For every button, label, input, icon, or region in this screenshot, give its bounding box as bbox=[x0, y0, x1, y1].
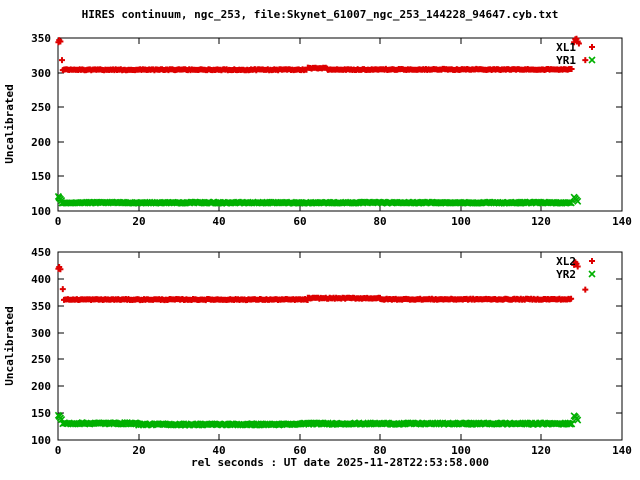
y-tick-label: 200 bbox=[31, 380, 51, 393]
y-tick-label: 400 bbox=[31, 273, 51, 286]
x-tick-label: 140 bbox=[612, 215, 632, 228]
x-tick-label: 120 bbox=[531, 215, 551, 228]
legend-label-xl1: XL1 bbox=[556, 41, 576, 54]
x-tick-label: 20 bbox=[132, 215, 145, 228]
plot-title: HIRES continuum, ngc_253, file:Skynet_61… bbox=[82, 8, 559, 21]
y-tick-label: 100 bbox=[31, 434, 51, 447]
y-tick-label: 250 bbox=[31, 353, 51, 366]
y-tick-label: 300 bbox=[31, 327, 51, 340]
legend-marker-cross-icon bbox=[588, 270, 596, 278]
y-tick-label: 200 bbox=[31, 136, 51, 149]
y-tick-label: 150 bbox=[31, 170, 51, 183]
y-tick-label: 350 bbox=[31, 32, 51, 45]
axis-ticks bbox=[57, 37, 623, 212]
x-tick-label: 0 bbox=[55, 444, 62, 457]
x-tick-label: 0 bbox=[55, 215, 62, 228]
x-tick-label: 100 bbox=[451, 444, 471, 457]
x-tick-label: 100 bbox=[451, 215, 471, 228]
bottom-y-axis-label: Uncalibrated bbox=[3, 306, 16, 385]
legend-marker-plus-icon bbox=[589, 44, 595, 50]
y-tick-label: 150 bbox=[31, 407, 51, 420]
series-yr1-points bbox=[54, 192, 582, 207]
y-tick-label: 450 bbox=[31, 246, 51, 259]
series-xl1-points bbox=[55, 35, 589, 74]
x-tick-label: 80 bbox=[373, 215, 386, 228]
series-yr2-points bbox=[54, 411, 582, 429]
series-xl2-points bbox=[55, 259, 589, 304]
x-tick-label: 20 bbox=[132, 444, 145, 457]
axis-ticks bbox=[57, 251, 623, 441]
y-tick-label: 350 bbox=[31, 300, 51, 313]
x-tick-label: 60 bbox=[293, 215, 306, 228]
plot-border bbox=[57, 251, 623, 441]
legend-label-xl2: XL2 bbox=[556, 255, 576, 268]
plot-border bbox=[57, 37, 623, 212]
legend-marker-plus-icon bbox=[589, 258, 595, 264]
top-y-axis-label: Uncalibrated bbox=[3, 84, 16, 163]
x-tick-label: 80 bbox=[373, 444, 386, 457]
x-axis-label: rel seconds : UT date 2025-11-28T22:53:5… bbox=[191, 456, 489, 469]
x-tick-label: 140 bbox=[612, 444, 632, 457]
y-tick-label: 250 bbox=[31, 101, 51, 114]
x-tick-label: 40 bbox=[212, 215, 225, 228]
y-tick-label: 300 bbox=[31, 67, 51, 80]
x-tick-label: 60 bbox=[293, 444, 306, 457]
legend-label-yr1: YR1 bbox=[556, 54, 576, 67]
bottom-panel: 0 20 40 60 80 100 120 140 100 150 200 250 300 350 400 4… bbox=[31, 246, 632, 457]
legend-label-yr2: YR2 bbox=[556, 268, 576, 281]
top-panel: 0 20 40 60 80 100 120 140 100 150 200 250 300 350 XL1Y… bbox=[31, 32, 632, 228]
x-tick-label: 120 bbox=[531, 444, 551, 457]
legend-marker-cross-icon bbox=[588, 56, 596, 64]
y-tick-label: 100 bbox=[31, 205, 51, 218]
x-tick-label: 40 bbox=[212, 444, 225, 457]
